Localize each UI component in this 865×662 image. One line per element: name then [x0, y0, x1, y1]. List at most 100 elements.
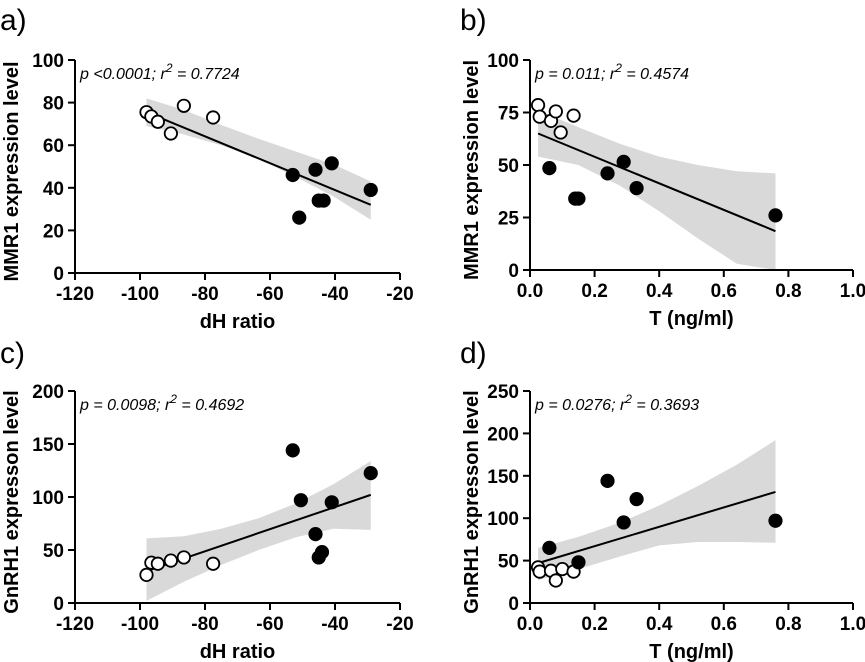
filled-data-point [285, 443, 300, 458]
y-tick-label: 50 [498, 156, 519, 177]
open-data-point [530, 98, 546, 113]
open-data-point [139, 567, 154, 583]
open-data-point [548, 573, 563, 588]
x-tick-label: 0.4 [646, 281, 673, 302]
filled-data-point [292, 210, 307, 225]
y-tick-label: 25 [498, 209, 520, 230]
y-tick-label: 150 [32, 435, 64, 456]
filled-data-point [293, 493, 308, 508]
x-tick-label: 1.0 [840, 614, 865, 635]
open-data-point [176, 98, 191, 113]
x-tick-label: 0.6 [711, 614, 737, 635]
x-tick-label: 0.8 [775, 281, 801, 302]
open-data-point [150, 556, 165, 571]
x-tick-label: 0.2 [581, 614, 607, 635]
y-tick-label: 50 [43, 541, 64, 562]
x-tick-label: -120 [56, 614, 94, 635]
y-tick-label: 40 [43, 179, 64, 200]
open-data-point [548, 104, 563, 119]
stats-superscript: 2 [624, 392, 632, 406]
y-tick-label: 0 [508, 594, 519, 615]
stats-p-value: p <0.0001; r [79, 66, 167, 83]
x-axis-label: dH ratio [200, 641, 276, 662]
y-tick-label: 200 [487, 424, 519, 445]
x-tick-label: 0.0 [517, 281, 543, 302]
y-tick-label: 100 [32, 51, 64, 72]
x-tick-label: -60 [256, 614, 283, 635]
y-tick-label: 0 [53, 594, 64, 615]
x-tick-label: -40 [321, 614, 348, 635]
x-tick-label: -80 [191, 614, 218, 635]
x-tick-label: -100 [121, 284, 159, 305]
stats-p-value: p = 0.0098; r [79, 397, 171, 414]
x-tick-label: -40 [321, 284, 348, 305]
x-tick-label: -80 [191, 284, 218, 305]
x-tick-label: -20 [386, 614, 413, 635]
x-axis-label: dH ratio [200, 311, 276, 333]
open-data-point [163, 126, 178, 141]
x-tick-label: 0.4 [646, 614, 673, 635]
regression-line [537, 490, 776, 565]
panel-3: -120 -100 -80 -60 -40 -20 0 50 100 150 200 c) p = 0.… [0, 337, 414, 662]
y-axis-label: GnRH1 expresson level [461, 390, 483, 613]
x-tick-label: 0.2 [581, 281, 607, 302]
y-axis-label: GnRH1 expresson level [1, 390, 23, 613]
x-axis-label: T (ng/ml) [649, 308, 733, 330]
open-data-point [150, 114, 165, 129]
stats-annotation: p = 0.011; r2 = 0.4574 [534, 61, 689, 83]
y-axis-label: MMR1 expression level [1, 61, 23, 281]
filled-data-point [324, 156, 339, 171]
filled-data-point [285, 167, 300, 183]
stats-annotation: p = 0.0098; r2 = 0.4692 [79, 392, 244, 414]
x-tick-label: -20 [386, 284, 413, 305]
confidence-band [146, 460, 371, 601]
filled-data-point [571, 555, 586, 570]
filled-data-point [768, 513, 783, 528]
y-tick-label: 100 [487, 509, 519, 530]
filled-data-point [308, 526, 323, 542]
confidence-band [538, 110, 776, 271]
open-data-point [163, 553, 178, 568]
stats-annotation: p <0.0001; r2 = 0.7724 [79, 61, 240, 83]
regression-line [146, 111, 372, 206]
filled-data-point [571, 191, 586, 206]
filled-data-point [600, 166, 615, 181]
x-tick-label: -120 [56, 284, 94, 305]
y-tick-label: 150 [487, 467, 519, 488]
filled-data-point [629, 181, 644, 196]
open-data-point [566, 108, 581, 123]
stats-superscript: 2 [614, 61, 622, 75]
stats-r-squared: = 0.4692 [177, 397, 244, 414]
y-tick-label: 0 [508, 261, 519, 282]
x-tick-label: 0.6 [711, 281, 737, 302]
filled-data-point [542, 161, 557, 176]
panel-letter: b) [460, 4, 487, 37]
x-tick-label: 0.8 [775, 614, 801, 635]
y-tick-label: 20 [43, 221, 64, 242]
y-axis-label: MMR1 expression level [461, 60, 483, 280]
stats-p-value: p = 0.0276; r [534, 397, 626, 414]
filled-data-point [600, 473, 615, 488]
stats-r-squared: = 0.3693 [632, 397, 699, 414]
filled-data-point [314, 545, 330, 560]
stats-superscript: 2 [169, 392, 177, 406]
x-tick-label: 1.0 [840, 281, 865, 302]
open-data-point [555, 561, 570, 577]
panel-letter: a) [0, 4, 27, 37]
y-tick-label: 60 [43, 136, 64, 157]
filled-data-point [629, 492, 644, 507]
regression-line [537, 132, 776, 233]
open-data-point [206, 110, 221, 125]
y-tick-label: 0 [53, 264, 64, 285]
y-tick-label: 80 [43, 94, 64, 115]
open-data-point [553, 125, 568, 140]
filled-data-point [363, 182, 378, 198]
filled-data-point [324, 495, 339, 510]
y-tick-label: 75 [498, 104, 520, 125]
filled-data-point [316, 193, 331, 208]
x-tick-label: -60 [256, 284, 283, 305]
x-tick-label: -100 [121, 614, 159, 635]
panel-letter: d) [460, 337, 487, 370]
